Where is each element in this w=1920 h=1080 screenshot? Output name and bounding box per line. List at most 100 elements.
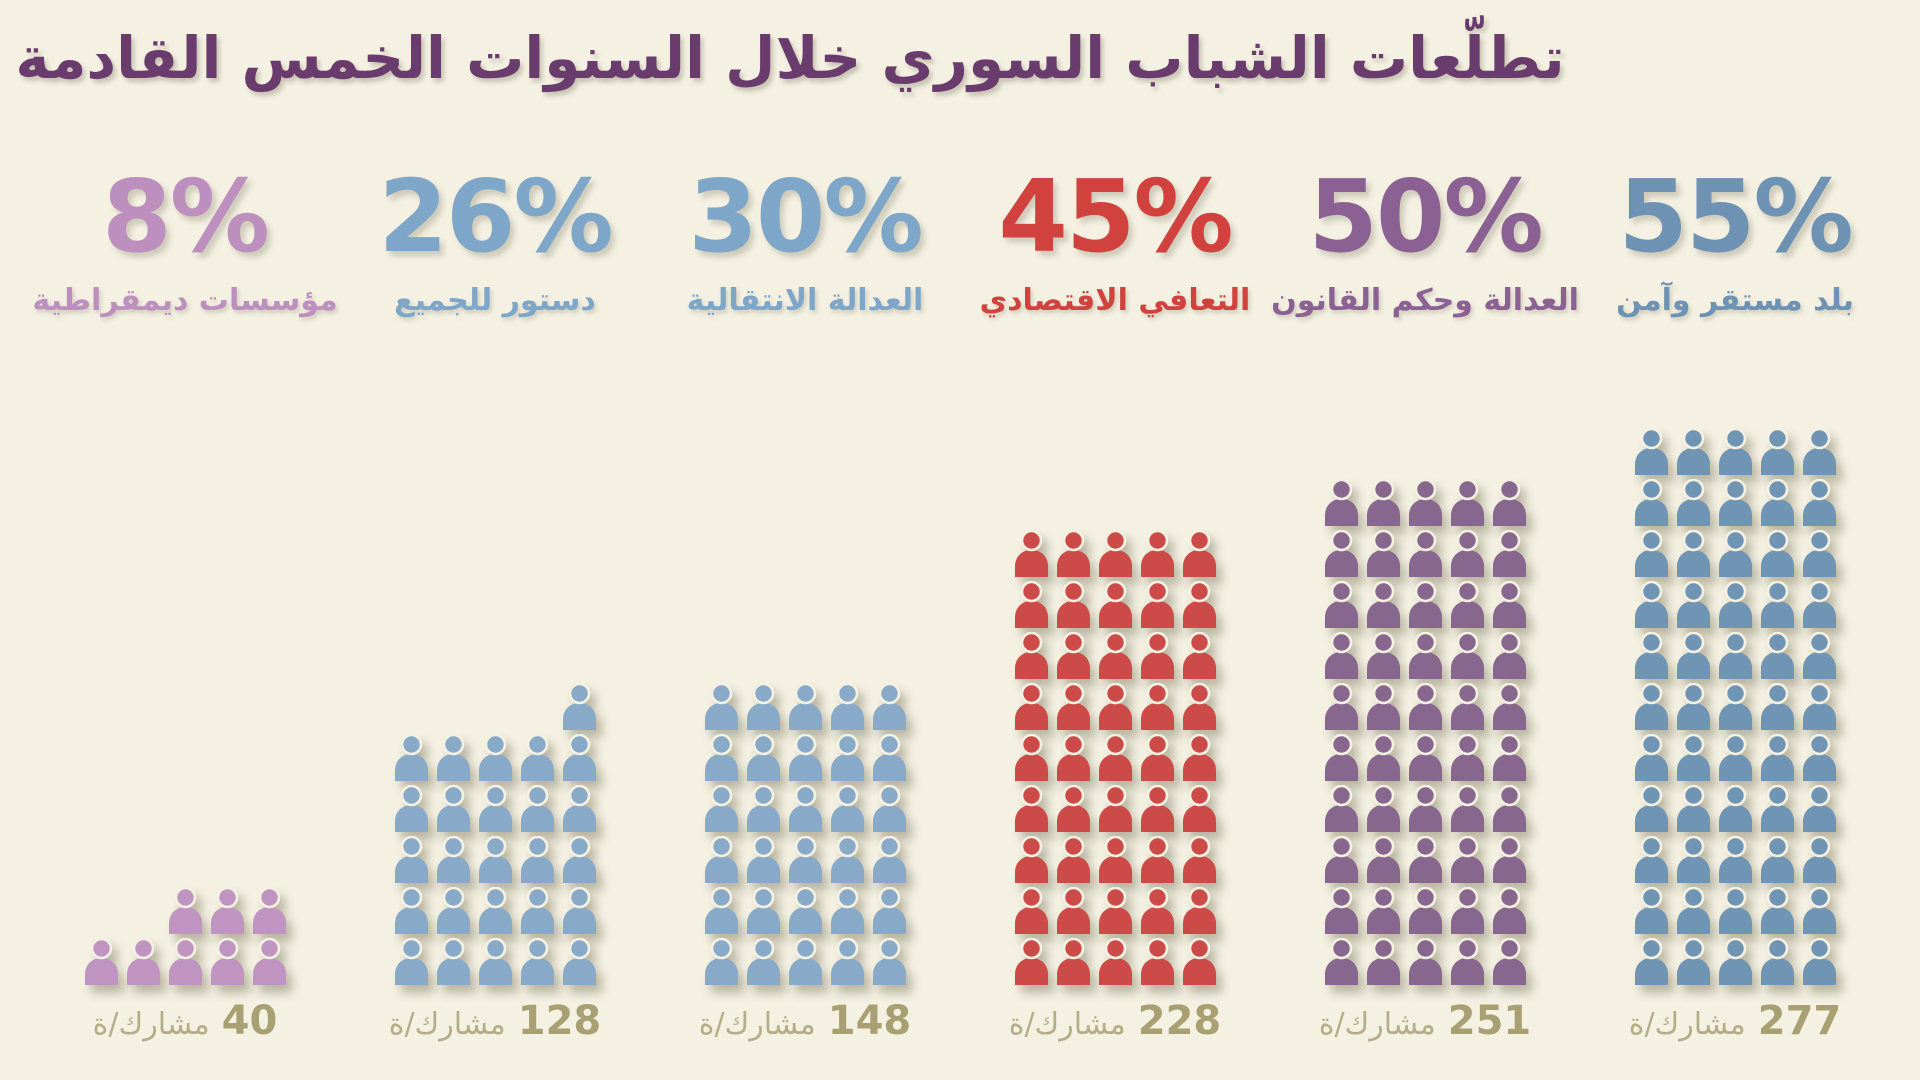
- person-head: [1104, 734, 1127, 756]
- icon-row: [394, 938, 596, 985]
- person-head: [1640, 836, 1663, 858]
- person-icon: [1803, 785, 1836, 832]
- person-icon: [1677, 632, 1710, 679]
- person-body: [1719, 601, 1752, 628]
- person-head: [1372, 734, 1395, 756]
- person-head: [1330, 785, 1353, 807]
- person-body: [1635, 805, 1668, 832]
- person-head: [1766, 479, 1789, 501]
- person-icon: [1803, 632, 1836, 679]
- person-body: [1677, 754, 1710, 781]
- icon-row: [1324, 530, 1526, 577]
- person-icon: [705, 836, 738, 883]
- icon-row: [84, 887, 286, 934]
- person-body: [1635, 958, 1668, 985]
- icon-grid: [1634, 428, 1836, 985]
- person-head: [1414, 530, 1437, 552]
- person-icon: [1719, 632, 1752, 679]
- person-head: [878, 683, 901, 705]
- person-body: [563, 754, 596, 781]
- icon-row: [394, 887, 596, 934]
- person-body: [563, 856, 596, 883]
- person-body: [211, 907, 244, 934]
- person-body: [1803, 805, 1836, 832]
- person-icon: [211, 887, 244, 934]
- person-head: [1330, 581, 1353, 603]
- person-icon: [1493, 836, 1526, 883]
- person-head: [1682, 836, 1705, 858]
- person-head: [526, 734, 549, 756]
- person-body: [747, 754, 780, 781]
- person-body: [253, 958, 286, 985]
- person-head: [1372, 683, 1395, 705]
- person-body: [705, 958, 738, 985]
- person-head: [1640, 530, 1663, 552]
- category-column-2: 26% دستور للجميع 128 مشارك/ة: [340, 0, 650, 1080]
- person-body: [1367, 652, 1400, 679]
- person-icon: [1141, 530, 1174, 577]
- person-head: [1808, 530, 1831, 552]
- person-body: [1367, 856, 1400, 883]
- person-head: [1104, 530, 1127, 552]
- person-icon: [1451, 887, 1484, 934]
- person-body: [1719, 550, 1752, 577]
- person-head: [1640, 683, 1663, 705]
- person-icon: [1451, 479, 1484, 526]
- person-body: [563, 907, 596, 934]
- person-body: [1719, 754, 1752, 781]
- person-body: [1367, 601, 1400, 628]
- person-icon: [1099, 683, 1132, 730]
- person-head: [1498, 785, 1521, 807]
- person-body: [479, 907, 512, 934]
- person-body: [1451, 856, 1484, 883]
- person-head: [1808, 785, 1831, 807]
- person-icon: [1409, 683, 1442, 730]
- person-body: [1099, 652, 1132, 679]
- person-head: [1020, 632, 1043, 654]
- person-body: [1057, 652, 1090, 679]
- person-head: [1682, 428, 1705, 450]
- person-icon: [1719, 785, 1752, 832]
- person-body: [747, 958, 780, 985]
- person-head: [1330, 479, 1353, 501]
- icon-row: [1634, 479, 1836, 526]
- person-icon: [437, 887, 470, 934]
- person-head: [132, 938, 155, 960]
- person-icon: [1677, 530, 1710, 577]
- person-icon: [479, 938, 512, 985]
- person-head: [1020, 836, 1043, 858]
- participant-count: 148 مشارك/ة: [650, 998, 960, 1044]
- person-body: [395, 805, 428, 832]
- participant-number: 228: [1137, 998, 1222, 1044]
- person-icon: [1761, 785, 1794, 832]
- person-icon: [705, 734, 738, 781]
- person-head: [1498, 530, 1521, 552]
- person-body: [1451, 907, 1484, 934]
- person-body: [1015, 958, 1048, 985]
- person-icon: [1099, 836, 1132, 883]
- person-body: [253, 907, 286, 934]
- person-head: [1498, 581, 1521, 603]
- person-head: [1766, 836, 1789, 858]
- person-icon: [1761, 683, 1794, 730]
- person-icon: [747, 887, 780, 934]
- icon-row: [1324, 632, 1526, 679]
- person-body: [1325, 499, 1358, 526]
- category-label: العدالة وحكم القانون: [1271, 283, 1579, 318]
- person-body: [1409, 601, 1442, 628]
- person-body: [1635, 907, 1668, 934]
- person-body: [1677, 958, 1710, 985]
- person-icon: [789, 938, 822, 985]
- person-body: [1761, 907, 1794, 934]
- person-head: [1372, 785, 1395, 807]
- person-body: [1183, 958, 1216, 985]
- icon-row: [1324, 479, 1526, 526]
- person-head: [568, 887, 591, 909]
- icon-row: [704, 938, 906, 985]
- person-body: [1451, 601, 1484, 628]
- person-icon: [1803, 836, 1836, 883]
- person-head: [752, 938, 775, 960]
- person-head: [400, 785, 423, 807]
- person-icon: [437, 785, 470, 832]
- person-icon: [1677, 938, 1710, 985]
